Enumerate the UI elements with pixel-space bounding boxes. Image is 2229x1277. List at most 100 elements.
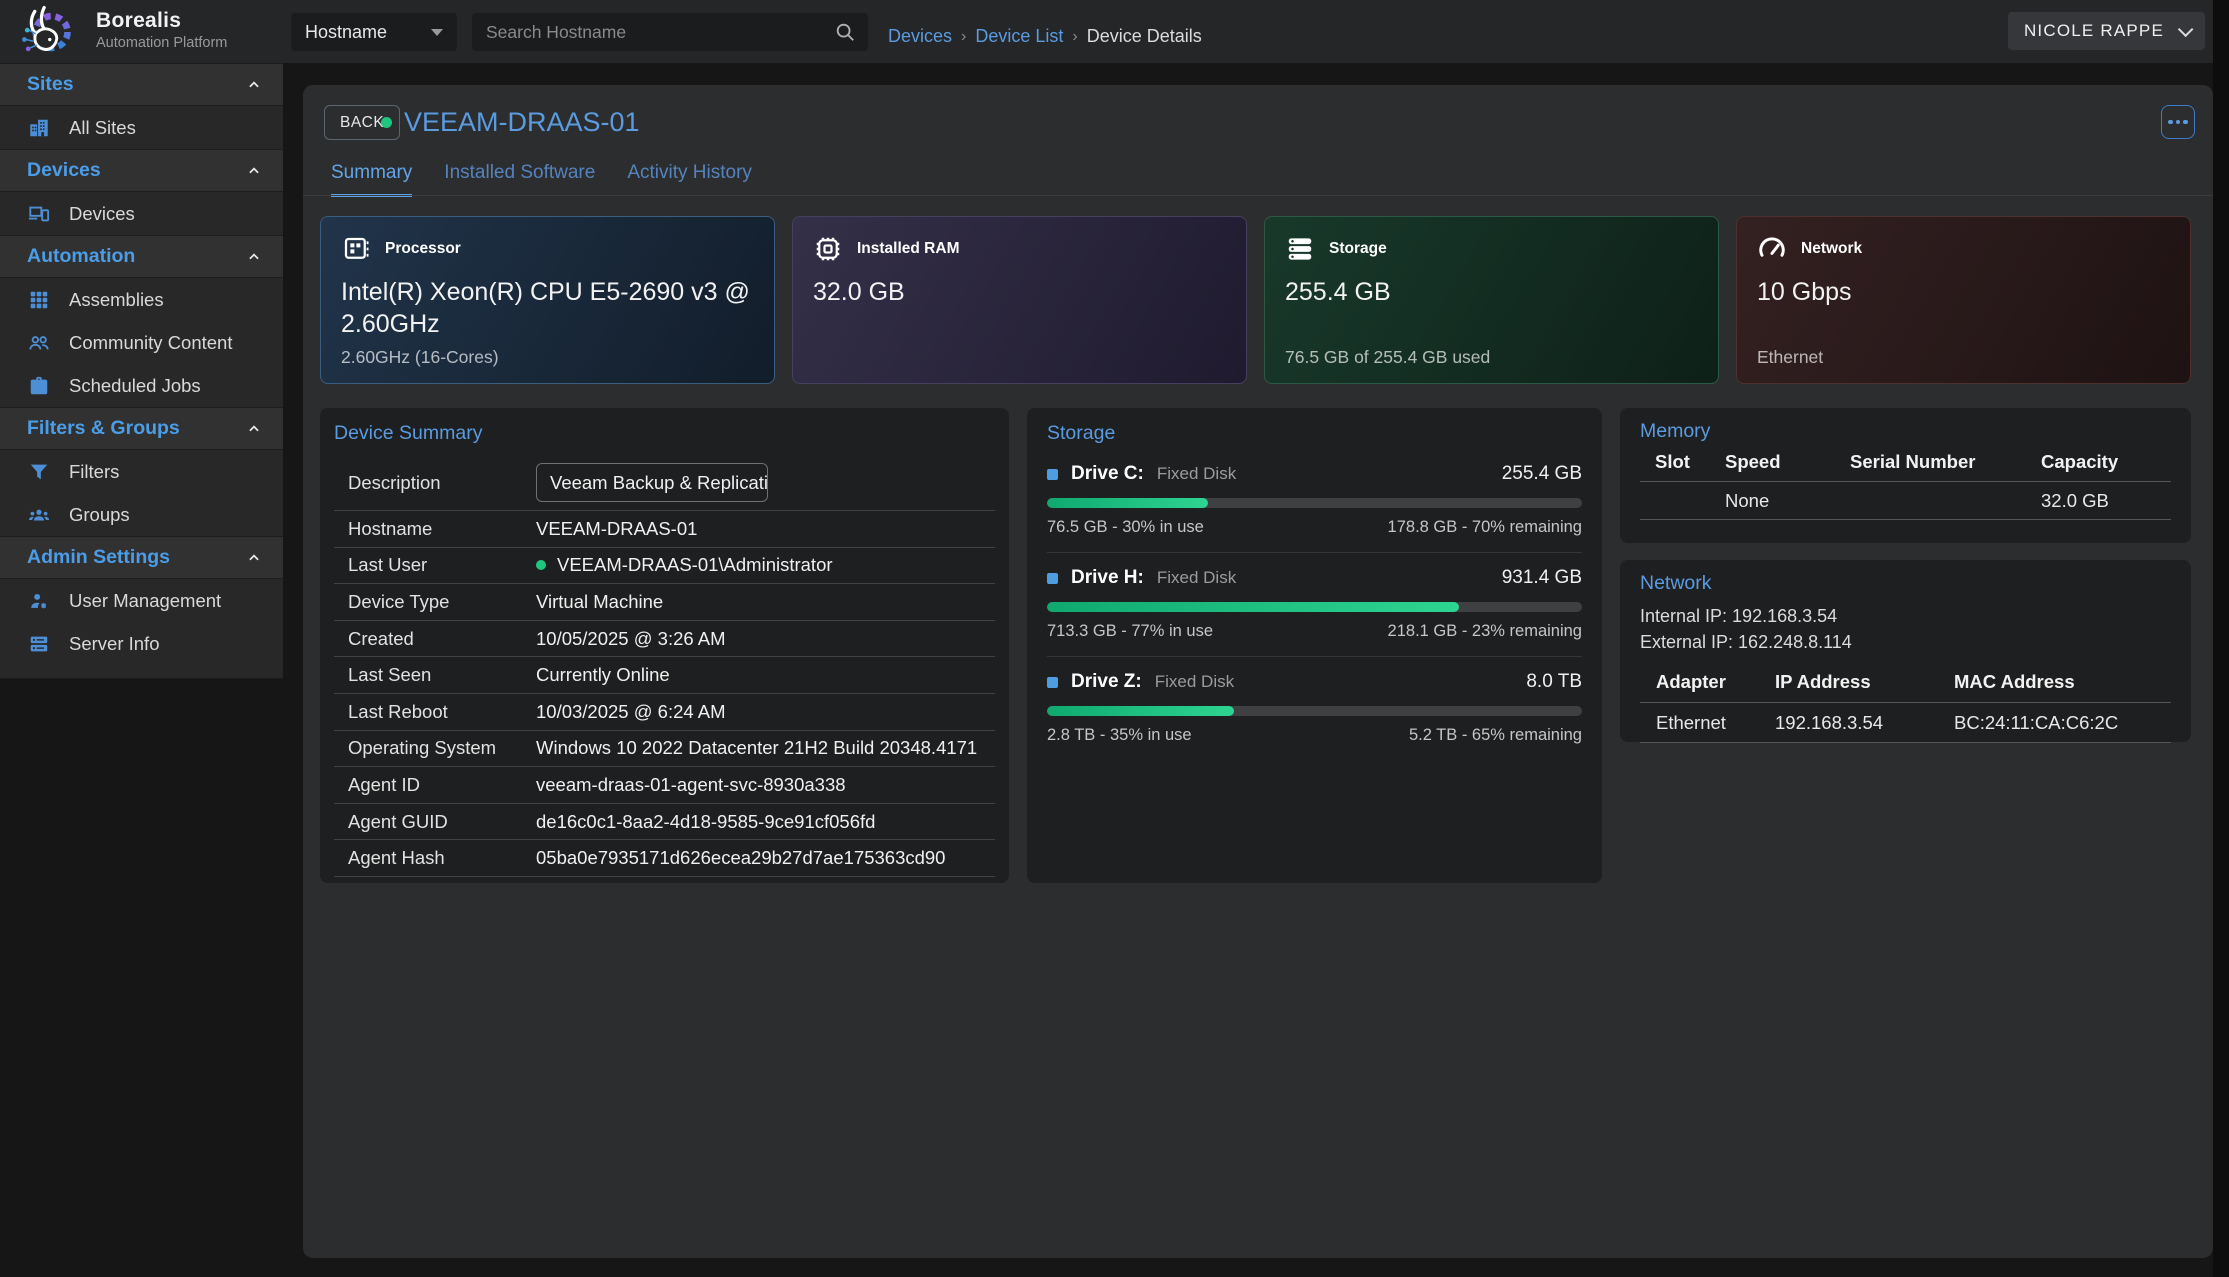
sidebar-item-label: Community Content xyxy=(69,331,233,353)
user-menu-button[interactable]: NICOLE RAPPE xyxy=(2007,12,2205,50)
card-label: Network xyxy=(1801,240,1863,257)
search-field-selected: Hostname xyxy=(305,21,388,42)
chevron-up-icon xyxy=(249,424,259,431)
network-header-ip: IP Address xyxy=(1775,670,1871,692)
summary-row-description: Description Veeam Backup & Replication xyxy=(334,455,995,511)
memory-header-capacity: Capacity xyxy=(2041,451,2119,472)
ram-chip-icon xyxy=(816,237,840,261)
back-button[interactable]: BACK xyxy=(324,105,401,140)
more-actions-button[interactable] xyxy=(2161,105,2195,139)
chevron-up-icon xyxy=(249,166,259,173)
summary-value: 10/05/2025 @ 3:26 AM xyxy=(536,627,726,649)
sidebar-item-label: Groups xyxy=(69,503,130,525)
sidebar-header-automation[interactable]: Automation xyxy=(0,235,283,278)
sidebar-item-label: All Sites xyxy=(69,116,136,138)
card-value: 32.0 GB xyxy=(813,278,905,306)
drive-type: Fixed Disk xyxy=(1154,672,1235,691)
network-table-row: Ethernet 192.168.3.54 BC:24:11:CA:C6:2C xyxy=(1640,703,2171,744)
breadcrumb-devices[interactable]: Devices xyxy=(888,26,953,46)
network-cell-ip: 192.168.3.54 xyxy=(1775,711,1884,733)
summary-value: 05ba0e7935171d626ecea29b27d7ae175363cd90 xyxy=(536,847,946,869)
description-value: Veeam Backup & Replication xyxy=(550,471,768,493)
summary-label: Agent Hash xyxy=(348,847,445,869)
drive-remaining-text: 218.1 GB - 23% remaining xyxy=(1387,622,1582,640)
summary-value: VEEAM-DRAAS-01 xyxy=(536,517,698,539)
briefcase-icon xyxy=(30,376,48,394)
sidebar-header-sites[interactable]: Sites xyxy=(0,63,283,106)
search-box xyxy=(472,13,868,51)
memory-table-header: Slot Speed Serial Number Capacity xyxy=(1640,443,2171,482)
search-icon xyxy=(836,23,854,41)
processor-card: Processor Intel(R) Xeon(R) CPU E5-2690 v… xyxy=(320,216,775,384)
memory-cell-speed: None xyxy=(1725,489,1770,511)
chevron-up-icon xyxy=(249,80,259,87)
sidebar-header-admin-settings[interactable]: Admin Settings xyxy=(0,536,283,579)
breadcrumb-separator: › xyxy=(961,27,967,45)
breadcrumb: Devices › Device List › Device Details xyxy=(888,0,1202,63)
drive-name: Drive H: xyxy=(1071,567,1144,588)
search-input[interactable] xyxy=(486,21,834,43)
sidebar-header-filters-groups[interactable]: Filters & Groups xyxy=(0,407,283,450)
chevron-up-icon xyxy=(249,553,259,560)
drive-c-block: Drive C: Fixed Disk 255.4 GB 76.5 GB - 3… xyxy=(1047,449,1582,553)
tab-summary[interactable]: Summary xyxy=(331,162,413,197)
summary-row-agent-guid: Agent GUID de16c0c1-8aa2-4d18-9585-9ce91… xyxy=(334,804,995,841)
breadcrumb-device-list[interactable]: Device List xyxy=(975,26,1064,46)
card-value: 10 Gbps xyxy=(1757,278,1852,306)
groups-icon xyxy=(28,509,50,520)
search-field-select[interactable]: Hostname xyxy=(291,13,457,51)
memory-header-speed: Speed xyxy=(1725,451,1781,472)
summary-label: Last User xyxy=(348,554,428,576)
sidebar-item-server-info[interactable]: Server Info xyxy=(0,622,283,665)
sidebar-item-scheduled-jobs[interactable]: Scheduled Jobs xyxy=(0,364,283,407)
summary-row-last-user: Last User VEEAM-DRAAS-01\Administrator xyxy=(334,548,995,585)
sidebar-item-label: Filters xyxy=(69,460,120,482)
drive-usage-bar xyxy=(1047,706,1582,716)
cpu-icon xyxy=(344,237,369,259)
device-title-row: VEEAM-DRAAS-01 xyxy=(381,105,640,140)
breadcrumb-current: Device Details xyxy=(1086,26,1202,46)
drive-used-text: 713.3 GB - 77% in use xyxy=(1047,622,1214,640)
sidebar-header-devices[interactable]: Devices xyxy=(0,149,283,192)
description-input[interactable]: Veeam Backup & Replication xyxy=(536,463,768,502)
drive-bullet-icon xyxy=(1047,676,1058,688)
sidebar-section-filters-groups: Filters & Groups Filters Groups xyxy=(0,407,283,536)
drive-size: 255.4 GB xyxy=(1501,463,1582,484)
breadcrumb-separator: › xyxy=(1072,27,1078,45)
device-tabs: Summary Installed Software Activity Hist… xyxy=(331,162,784,197)
sidebar-item-label: Assemblies xyxy=(69,288,164,310)
storage-panel-title: Storage xyxy=(1047,422,1116,444)
brand-name: Borealis xyxy=(96,9,182,32)
network-cell-mac: BC:24:11:CA:C6:2C xyxy=(1954,711,2119,733)
sidebar-item-label: Devices xyxy=(69,202,135,224)
sidebar-item-all-sites[interactable]: All Sites xyxy=(0,106,283,149)
drive-remaining-text: 5.2 TB - 65% remaining xyxy=(1408,726,1582,744)
summary-row-agent-id: Agent ID veeam-draas-01-agent-svc-8930a3… xyxy=(334,767,995,804)
stat-cards: Processor Intel(R) Xeon(R) CPU E5-2690 v… xyxy=(320,216,2191,384)
chevron-up-icon xyxy=(249,252,259,259)
drive-bullet-icon xyxy=(1047,572,1058,584)
memory-panel-title: Memory xyxy=(1640,420,1711,442)
filter-funnel-icon xyxy=(30,464,48,479)
summary-row-device-type: Device Type Virtual Machine xyxy=(334,584,995,621)
device-title: VEEAM-DRAAS-01 xyxy=(404,107,640,137)
tab-installed-software[interactable]: Installed Software xyxy=(444,162,596,183)
sidebar-item-user-management[interactable]: User Management xyxy=(0,579,283,622)
sidebar-item-community-content[interactable]: Community Content xyxy=(0,321,283,364)
summary-value: veeam-draas-01-agent-svc-8930a338 xyxy=(536,773,846,795)
sidebar-item-devices[interactable]: Devices xyxy=(0,192,283,235)
summary-row-operating-system: Operating System Windows 10 2022 Datacen… xyxy=(334,731,995,768)
sidebar-item-assemblies[interactable]: Assemblies xyxy=(0,278,283,321)
summary-label: Last Reboot xyxy=(348,700,448,722)
tab-activity-history[interactable]: Activity History xyxy=(627,162,752,183)
scrollbar-track[interactable] xyxy=(2213,0,2229,1277)
sidebar-item-label: Server Info xyxy=(69,632,160,654)
drive-used-text: 2.8 TB - 35% in use xyxy=(1047,726,1192,744)
summary-value: de16c0c1-8aa2-4d18-9585-9ce91cf056fd xyxy=(536,810,876,832)
summary-row-created: Created 10/05/2025 @ 3:26 AM xyxy=(334,621,995,658)
card-subtitle: Ethernet xyxy=(1757,347,1824,367)
sidebar-header-label: Automation xyxy=(27,245,136,267)
card-label: Processor xyxy=(385,240,461,257)
sidebar-item-groups[interactable]: Groups xyxy=(0,493,283,536)
sidebar-item-filters[interactable]: Filters xyxy=(0,450,283,493)
